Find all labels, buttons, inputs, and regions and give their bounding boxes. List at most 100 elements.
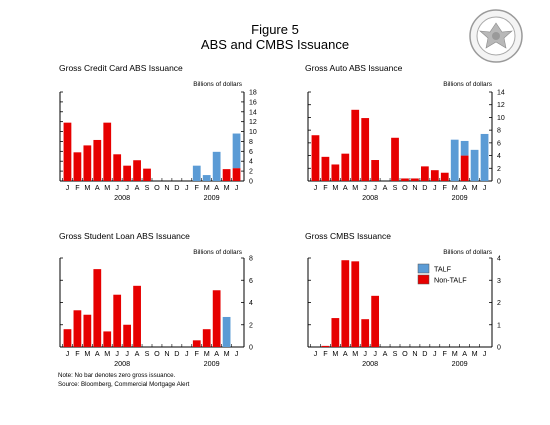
year-label-gross-auto-abs-issuance: 2008	[362, 193, 378, 202]
month-label-gross-cmbs-issuance: M	[472, 349, 478, 358]
year-label-gross-auto-abs-issuance: 2009	[452, 193, 468, 202]
month-label-gross-student-loan-abs-issuance: A	[95, 349, 100, 358]
source-text: Source: Bloomberg, Commercial Mortgage A…	[58, 381, 190, 388]
month-label-gross-cmbs-issuance: F	[443, 349, 448, 358]
y-tick-label-gross-credit-card-abs-issuance: 14	[249, 109, 257, 116]
bar-non-talf-gross-auto-abs-issuance	[460, 155, 469, 181]
month-label-gross-auto-abs-issuance: A	[343, 183, 348, 192]
bar-talf-gross-credit-card-abs-issuance	[212, 151, 221, 181]
year-label-gross-student-loan-abs-issuance: 2008	[114, 359, 130, 368]
bar-non-talf-gross-student-loan-abs-issuance	[113, 294, 122, 347]
bar-non-talf-gross-auto-abs-issuance	[430, 170, 439, 181]
y-tick-label-gross-auto-abs-issuance: 2	[497, 166, 501, 173]
bar-non-talf-gross-credit-card-abs-issuance	[93, 139, 102, 181]
bar-non-talf-gross-student-loan-abs-issuance	[103, 331, 112, 347]
month-label-gross-auto-abs-issuance: J	[314, 183, 318, 192]
month-label-gross-cmbs-issuance: S	[393, 349, 398, 358]
figure-title: ABS and CMBS Issuance	[200, 37, 350, 52]
bar-non-talf-gross-cmbs-issuance	[321, 345, 330, 347]
bar-non-talf-gross-auto-abs-issuance	[440, 172, 449, 181]
y-tick-label-gross-cmbs-issuance: 1	[497, 322, 501, 329]
y-tick-label-gross-credit-card-abs-issuance: 0	[249, 179, 253, 186]
month-label-gross-student-loan-abs-issuance: J	[125, 349, 129, 358]
y-tick-label-gross-credit-card-abs-issuance: 2	[249, 169, 253, 176]
bar-non-talf-gross-student-loan-abs-issuance	[133, 285, 141, 347]
month-label-gross-auto-abs-issuance: N	[412, 183, 417, 192]
year-label-gross-cmbs-issuance: 2009	[452, 359, 468, 368]
month-label-gross-cmbs-issuance: J	[363, 349, 367, 358]
bar-non-talf-gross-auto-abs-issuance	[321, 156, 330, 181]
bar-non-talf-gross-cmbs-issuance	[351, 261, 360, 347]
month-label-gross-cmbs-issuance: M	[452, 349, 458, 358]
bar-non-talf-gross-credit-card-abs-issuance	[83, 145, 92, 181]
bar-non-talf-gross-student-loan-abs-issuance	[73, 310, 82, 347]
bar-non-talf-gross-student-loan-abs-issuance	[123, 324, 132, 347]
month-label-gross-auto-abs-issuance: M	[472, 183, 478, 192]
bar-talf-gross-auto-abs-issuance	[450, 139, 459, 181]
month-label-gross-cmbs-issuance: O	[402, 349, 408, 358]
bar-talf-gross-auto-abs-issuance	[460, 140, 469, 156]
month-label-gross-credit-card-abs-issuance: J	[125, 183, 129, 192]
units-label-cmbs: Billions of dollars	[443, 249, 492, 256]
month-label-gross-student-loan-abs-issuance: J	[66, 349, 70, 358]
month-label-gross-credit-card-abs-issuance: M	[84, 183, 90, 192]
month-label-gross-student-loan-abs-issuance: M	[104, 349, 110, 358]
month-label-gross-auto-abs-issuance: J	[363, 183, 367, 192]
bar-non-talf-gross-auto-abs-issuance	[391, 137, 399, 181]
month-label-gross-auto-abs-issuance: O	[402, 183, 408, 192]
year-label-gross-credit-card-abs-issuance: 2009	[204, 193, 220, 202]
y-tick-label-gross-credit-card-abs-issuance: 4	[249, 159, 253, 166]
month-label-gross-student-loan-abs-issuance: M	[224, 349, 230, 358]
month-label-gross-auto-abs-issuance: D	[422, 183, 427, 192]
month-label-gross-cmbs-issuance: D	[422, 349, 427, 358]
legend-swatch-non-talf	[417, 274, 430, 285]
y-tick-label-gross-cmbs-issuance: 3	[497, 278, 501, 285]
bar-talf-gross-credit-card-abs-issuance	[232, 133, 241, 169]
month-label-gross-student-loan-abs-issuance: J	[115, 349, 119, 358]
y-tick-label-gross-credit-card-abs-issuance: 18	[249, 90, 257, 97]
bar-talf-gross-credit-card-abs-issuance	[202, 175, 211, 181]
bar-non-talf-gross-student-loan-abs-issuance	[192, 340, 201, 347]
bar-non-talf-gross-auto-abs-issuance	[311, 135, 320, 181]
month-label-gross-student-loan-abs-issuance: A	[135, 349, 140, 358]
bar-non-talf-gross-credit-card-abs-issuance	[143, 168, 151, 181]
month-label-gross-student-loan-abs-issuance: M	[204, 349, 210, 358]
month-label-gross-student-loan-abs-issuance: S	[145, 349, 150, 358]
y-tick-label-gross-credit-card-abs-issuance: 10	[249, 129, 257, 136]
bar-non-talf-gross-credit-card-abs-issuance	[232, 168, 241, 181]
month-label-gross-auto-abs-issuance: M	[332, 183, 338, 192]
bar-non-talf-gross-credit-card-abs-issuance	[123, 165, 132, 181]
y-tick-label-gross-auto-abs-issuance: 0	[497, 179, 501, 186]
month-label-gross-student-loan-abs-issuance: J	[235, 349, 239, 358]
month-label-gross-student-loan-abs-issuance: N	[164, 349, 169, 358]
bar-non-talf-gross-auto-abs-issuance	[401, 178, 409, 181]
bar-non-talf-gross-credit-card-abs-issuance	[103, 122, 112, 181]
legend-swatch-talf	[417, 263, 430, 274]
bar-non-talf-gross-cmbs-issuance	[361, 319, 370, 347]
bar-non-talf-gross-auto-abs-issuance	[420, 166, 429, 181]
bar-non-talf-gross-auto-abs-issuance	[331, 164, 340, 181]
month-label-gross-credit-card-abs-issuance: A	[135, 183, 140, 192]
month-label-gross-auto-abs-issuance: M	[352, 183, 358, 192]
units-label-student-loan: Billions of dollars	[193, 249, 242, 256]
month-label-gross-auto-abs-issuance: J	[483, 183, 487, 192]
month-label-gross-cmbs-issuance: A	[462, 349, 467, 358]
bar-non-talf-gross-student-loan-abs-issuance	[83, 314, 92, 347]
year-label-gross-credit-card-abs-issuance: 2008	[114, 193, 130, 202]
bar-non-talf-gross-auto-abs-issuance	[411, 178, 419, 181]
note-text: Note: No bar denotes zero gross issuance…	[58, 372, 176, 379]
month-label-gross-cmbs-issuance: J	[373, 349, 377, 358]
year-label-gross-student-loan-abs-issuance: 2009	[204, 359, 220, 368]
bar-non-talf-gross-student-loan-abs-issuance	[63, 329, 72, 347]
month-label-gross-credit-card-abs-issuance: J	[115, 183, 119, 192]
month-label-gross-credit-card-abs-issuance: O	[154, 183, 160, 192]
month-label-gross-credit-card-abs-issuance: J	[185, 183, 189, 192]
month-label-gross-student-loan-abs-issuance: F	[75, 349, 80, 358]
month-label-gross-credit-card-abs-issuance: J	[66, 183, 70, 192]
bar-non-talf-gross-cmbs-issuance	[331, 318, 340, 347]
bar-non-talf-gross-student-loan-abs-issuance	[212, 290, 221, 347]
